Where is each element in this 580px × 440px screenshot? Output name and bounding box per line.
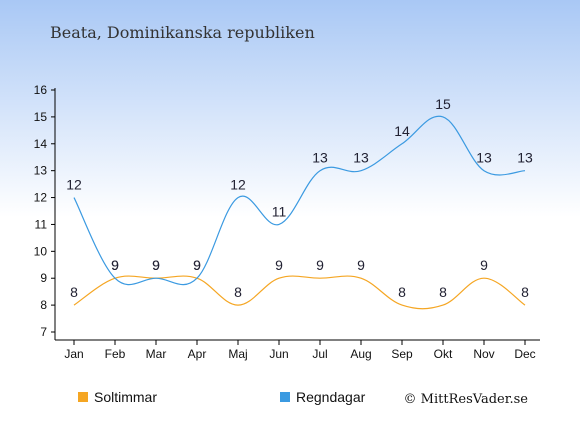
- y-tick-label: 13: [34, 164, 48, 178]
- legend-swatch-soltimmar: [78, 392, 88, 402]
- x-tick-label: Apr: [188, 347, 207, 361]
- legend: Soltimmar Regndagar: [78, 389, 366, 405]
- data-label-soltimmar: 9: [275, 257, 283, 273]
- data-label-regndagar: 11: [272, 203, 287, 219]
- series-line-regndagar: [73, 115, 526, 286]
- x-tick-label: Maj: [228, 347, 247, 361]
- axes: 7 8 9 10 11 12 13 14 15 16 Jan Feb Mar Apr Maj Jun Jul Au…: [34, 83, 540, 361]
- data-label-soltimmar: 9: [316, 257, 324, 273]
- x-tick-label: Jan: [64, 347, 83, 361]
- x-tick-label: Okt: [434, 347, 453, 361]
- y-tick-label: 16: [34, 83, 48, 97]
- x-tick-label: Dec: [514, 347, 535, 361]
- data-label-soltimmar: 8: [439, 284, 447, 300]
- chart-title: Beata, Dominikanska republiken: [50, 23, 315, 42]
- data-label-regndagar: 13: [353, 150, 369, 166]
- data-label-regndagar: 13: [517, 150, 533, 166]
- legend-swatch-regndagar: [280, 392, 290, 402]
- data-label-soltimmar: 8: [70, 284, 78, 300]
- x-tick-label: Feb: [105, 347, 126, 361]
- x-tick-label: Sep: [391, 347, 413, 361]
- data-label-soltimmar: 8: [398, 284, 406, 300]
- data-label-soltimmar: 8: [234, 284, 242, 300]
- series-lines: [73, 115, 526, 310]
- legend-label-regndagar: Regndagar: [296, 389, 366, 405]
- y-tick-label: 7: [40, 325, 47, 339]
- y-tick-label: 9: [40, 271, 47, 285]
- legend-label-soltimmar: Soltimmar: [94, 389, 157, 405]
- data-label-soltimmar: 9: [152, 257, 160, 273]
- data-label-regndagar: 9: [111, 257, 119, 273]
- x-tick-label: Nov: [473, 347, 494, 361]
- data-label-regndagar: 9: [193, 257, 201, 273]
- data-label-regndagar: 9: [152, 257, 160, 273]
- y-tick-label: 12: [34, 191, 48, 205]
- data-label-soltimmar: 9: [193, 257, 201, 273]
- y-tick-label: 14: [34, 137, 48, 151]
- data-label-regndagar: 15: [435, 96, 451, 112]
- y-tick-label: 11: [35, 217, 48, 231]
- x-tick-label: Jul: [312, 347, 327, 361]
- x-tick-label: Jun: [269, 347, 288, 361]
- data-label-regndagar: 12: [230, 177, 246, 193]
- y-tick-label: 15: [34, 110, 48, 124]
- data-label-regndagar: 14: [394, 123, 410, 139]
- data-label-soltimmar: 9: [111, 257, 119, 273]
- data-label-soltimmar: 8: [521, 284, 529, 300]
- data-label-regndagar: 12: [66, 177, 82, 193]
- y-tick-label: 8: [40, 298, 47, 312]
- x-tick-label: Aug: [350, 347, 371, 361]
- data-label-soltimmar: 9: [357, 257, 365, 273]
- data-label-soltimmar: 9: [480, 257, 488, 273]
- credit-text: © MittResVader.se: [404, 392, 529, 407]
- data-label-regndagar: 13: [476, 150, 492, 166]
- data-label-regndagar: 13: [312, 150, 328, 166]
- y-tick-label: 10: [34, 244, 48, 258]
- x-tick-label: Mar: [146, 347, 167, 361]
